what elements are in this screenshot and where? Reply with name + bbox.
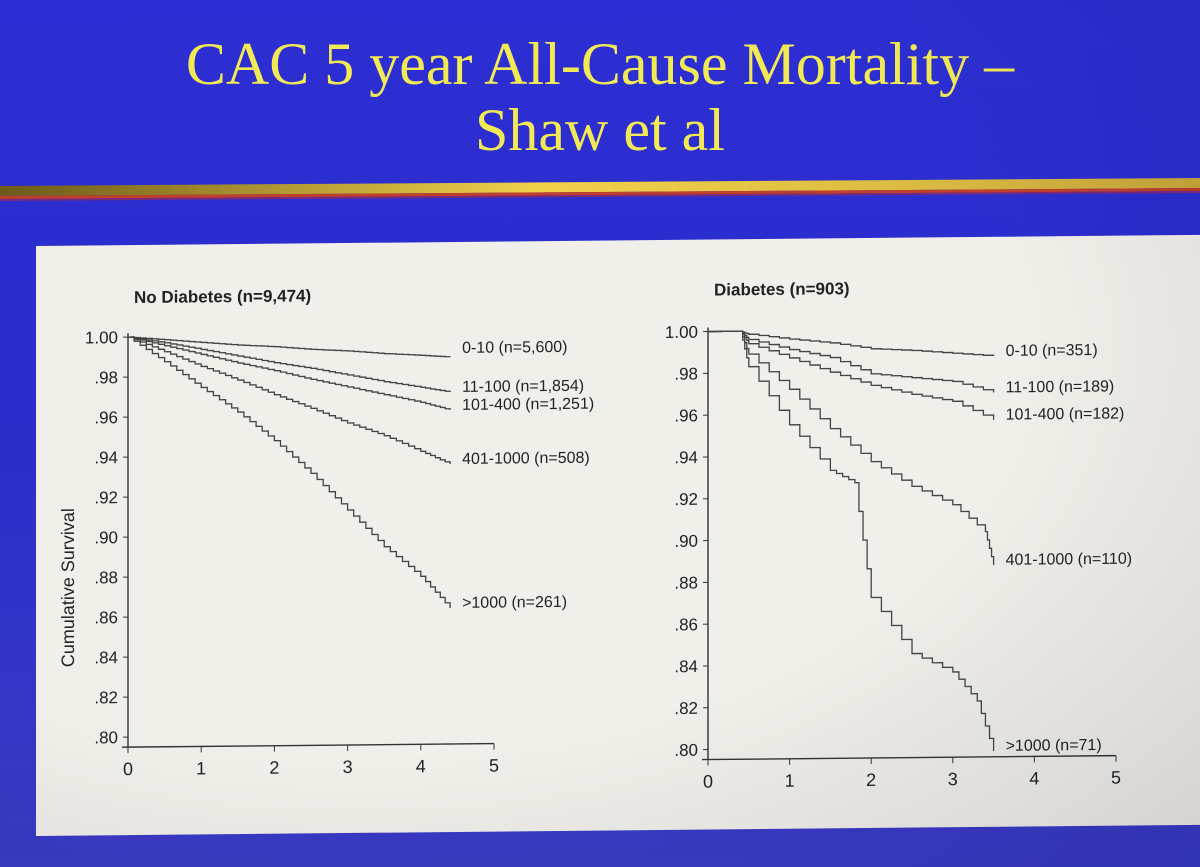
series-label-2-4: 401-1000 (n=110): [1006, 551, 1132, 569]
title-divider: [0, 178, 1200, 201]
y-tick-label-2: .84: [674, 657, 698, 676]
x-tick-label-1: 3: [343, 757, 353, 777]
series-line-1-4: [128, 336, 451, 465]
y-tick-label-1: .96: [94, 408, 118, 427]
y-tick-label-1: .98: [94, 368, 118, 387]
y-tick-label-1: .92: [94, 488, 118, 507]
survival-charts: No Diabetes (n=9,474) 1.00 .98 .96 .94 .92 .90…: [58, 279, 1132, 792]
y-axis-label-1: Cumulative Survival: [58, 508, 78, 667]
series-label-1-5: >1000 (n=261): [462, 594, 567, 612]
series-label-1-1: 0-10 (n=5,600): [462, 339, 567, 357]
series-line-1-2: [128, 336, 451, 393]
x-tick-label-2: 1: [785, 771, 795, 791]
slide-title-line-1: CAC 5 year All-Cause Mortality –: [185, 31, 1015, 97]
y-tick-label-1: .80: [94, 728, 118, 747]
y-tick-label-2: .88: [674, 573, 698, 592]
y-tick-label-1: .82: [94, 688, 118, 707]
x-tick-label-2: 4: [1029, 768, 1039, 788]
chart-title-1: No Diabetes (n=9,474): [134, 286, 311, 307]
y-tick-label-2: .90: [674, 532, 698, 551]
series-line-2-3: [708, 330, 995, 420]
x-tick-label-1: 4: [416, 756, 426, 776]
series-label-2-1: 0-10 (n=351): [1006, 342, 1098, 360]
y-tick-label-1: .88: [94, 568, 118, 587]
series-line-1-5: [128, 336, 451, 609]
series-label-1-3: 101-400 (n=1,251): [462, 396, 594, 414]
y-tick-label-1: 1.00: [85, 328, 118, 347]
x-tick-label-1: 2: [269, 758, 279, 778]
y-tick-label-2: .98: [674, 364, 698, 383]
y-tick-label-2: 1.00: [665, 323, 698, 342]
series-line-2-1: [708, 330, 995, 356]
y-tick-label-1: .90: [94, 528, 118, 547]
x-tick-label-2: 2: [866, 770, 876, 790]
series-line-2-4: [708, 330, 995, 565]
x-tick-label-2: 3: [948, 769, 958, 789]
y-tick-label-1: .94: [94, 448, 118, 467]
series-label-1-2: 11-100 (n=1,854): [462, 378, 584, 396]
x-tick-label-1: 1: [196, 758, 206, 778]
series-label-2-3: 101-400 (n=182): [1006, 405, 1125, 423]
series-line-1-3: [128, 336, 451, 411]
x-tick-label-2: 5: [1111, 768, 1121, 788]
y-tick-label-2: .86: [674, 615, 698, 634]
chart-title-2: Diabetes (n=903): [714, 279, 850, 299]
x-axis-1: [122, 742, 494, 748]
x-tick-label-1: 5: [489, 756, 499, 776]
x-axis-2: [702, 754, 1116, 761]
series-line-1-1: [128, 336, 451, 358]
y-tick-label-2: .96: [674, 406, 698, 425]
chart-panel: No Diabetes (n=9,474) 1.00 .98 .96 .94 .92 .90…: [36, 234, 1200, 837]
x-tick-label-2: 0: [703, 772, 713, 792]
slide-title-line-2: Shaw et al: [475, 97, 725, 163]
y-tick-label-2: .94: [674, 448, 698, 467]
y-tick-label-1: .86: [94, 608, 118, 627]
y-tick-label-2: .80: [674, 741, 698, 760]
series-label-2-5: >1000 (n=71): [1006, 737, 1102, 755]
series-label-1-4: 401-1000 (n=508): [462, 450, 590, 468]
series-line-2-5: [708, 330, 995, 751]
y-tick-label-1: .84: [94, 648, 118, 667]
x-tick-label-1: 0: [123, 759, 133, 779]
y-tick-label-2: .82: [674, 699, 698, 718]
y-tick-label-2: .92: [674, 490, 698, 509]
series-line-2-2: [708, 330, 995, 393]
series-label-2-2: 11-100 (n=189): [1006, 378, 1115, 396]
